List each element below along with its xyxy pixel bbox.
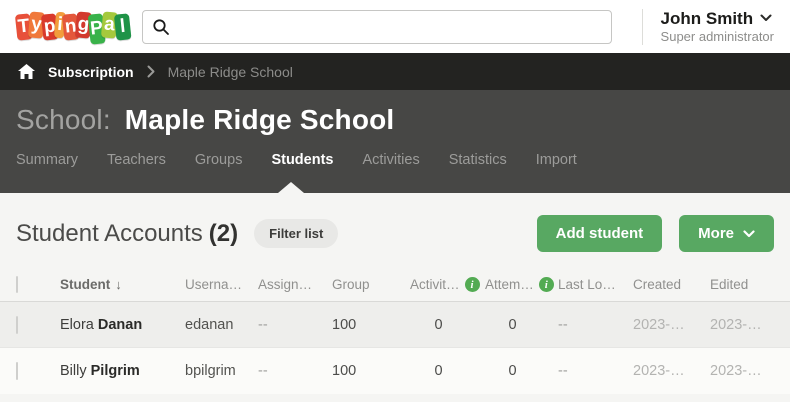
students-table: Student ↓ Userna… Assign… Group Activit…… <box>0 268 790 394</box>
tab-statistics[interactable]: Statistics <box>448 152 507 168</box>
row-checkbox[interactable] <box>16 315 18 334</box>
search-icon <box>152 18 170 36</box>
breadcrumb-subscription[interactable]: Subscription <box>48 63 134 80</box>
cell-last-login: -- <box>558 363 568 379</box>
student-last-name: Danan <box>97 316 143 333</box>
column-student[interactable]: Student ↓ <box>60 277 185 292</box>
school-label: School: <box>16 104 111 135</box>
column-assigned[interactable]: Assign… <box>258 277 313 292</box>
student-last-name: Pilgrim <box>90 363 140 379</box>
tab-summary[interactable]: Summary <box>16 152 79 168</box>
breadcrumb-current: Maple Ridge School <box>167 63 293 80</box>
tab-bar: Summary Teachers Groups Students Activit… <box>16 152 774 180</box>
user-name: John Smith <box>660 8 754 28</box>
chevron-down-icon <box>760 14 772 22</box>
column-attempts[interactable]: Attem… i <box>485 277 558 292</box>
school-name: Maple Ridge School <box>124 104 395 135</box>
add-student-button[interactable]: Add student <box>536 215 663 252</box>
table-row[interactable]: Elora Danan edanan -- 100 0 0 -- 2023-… … <box>0 302 790 348</box>
tab-students[interactable]: Students <box>271 152 334 168</box>
column-edited[interactable]: Edited <box>710 277 749 292</box>
cell-group: 100 <box>332 363 357 379</box>
tab-groups[interactable]: Groups <box>194 152 243 168</box>
more-button-label: More <box>698 225 734 242</box>
cell-edited: 2023-… <box>710 316 762 333</box>
main-content: Student Accounts (2) Filter list Add stud… <box>0 193 790 394</box>
student-first-name: Billy <box>60 363 87 379</box>
info-icon[interactable]: i <box>464 277 480 292</box>
user-role: Super administrator <box>660 29 774 44</box>
filter-list-button[interactable]: Filter list <box>254 219 339 248</box>
cell-last-login: -- <box>558 316 568 333</box>
cell-username: edanan <box>185 316 234 333</box>
student-first-name: Elora <box>60 316 94 333</box>
cell-assigned: -- <box>258 363 268 379</box>
cell-assigned: -- <box>258 316 268 333</box>
table-header-row: Student ↓ Userna… Assign… Group Activit…… <box>0 268 790 302</box>
cell-attempts: 0 <box>508 316 517 333</box>
column-attempts-label: Attem… <box>485 277 534 292</box>
toolbar-actions: Add student More <box>536 215 774 252</box>
cell-group: 100 <box>332 316 357 333</box>
logo-letter: l <box>113 12 132 41</box>
cell-attempts: 0 <box>508 363 517 379</box>
tab-activities[interactable]: Activities <box>362 152 420 168</box>
column-activities-label: Activit… <box>410 277 460 292</box>
section-title: Student Accounts (2) <box>16 220 238 248</box>
info-icon[interactable]: i <box>538 277 554 292</box>
column-last-login[interactable]: Last Lo… <box>558 277 616 292</box>
cell-created: 2023-… <box>633 316 685 333</box>
tab-teachers[interactable]: Teachers <box>107 152 166 168</box>
table-row[interactable]: Billy Pilgrim bpilgrim -- 100 0 0 -- 202… <box>0 348 790 394</box>
select-all-checkbox[interactable] <box>16 276 18 293</box>
cell-activities: 0 <box>434 363 443 379</box>
cell-activities: 0 <box>434 316 443 333</box>
school-header: School: Maple Ridge School Summary Teach… <box>0 90 790 193</box>
breadcrumb: Subscription Maple Ridge School <box>0 53 790 90</box>
sort-descending-icon: ↓ <box>115 277 122 292</box>
chevron-down-icon <box>743 229 755 238</box>
home-icon[interactable] <box>18 64 35 79</box>
cell-edited: 2023-… <box>710 363 762 379</box>
column-student-label: Student <box>60 277 111 292</box>
active-tab-notch <box>278 182 304 193</box>
column-created[interactable]: Created <box>633 277 682 292</box>
column-activities[interactable]: Activit… i <box>410 277 485 292</box>
topbar-divider <box>641 8 643 45</box>
column-group[interactable]: Group <box>332 277 370 292</box>
top-bar: T y p i n g P a l John Smith Super admin… <box>0 0 790 53</box>
search-box[interactable] <box>142 9 612 44</box>
cell-username: bpilgrim <box>185 363 236 379</box>
search-input[interactable] <box>178 18 602 35</box>
column-username[interactable]: Userna… <box>185 277 243 292</box>
page-title: School: Maple Ridge School <box>16 104 774 136</box>
user-menu[interactable]: John Smith Super administrator <box>661 8 774 46</box>
row-checkbox[interactable] <box>16 362 18 380</box>
tab-import[interactable]: Import <box>535 152 577 168</box>
section-title-text: Student Accounts <box>16 219 203 247</box>
typingpal-logo[interactable]: T y p i n g P a l <box>14 10 132 45</box>
chevron-right-icon <box>147 65 155 78</box>
toolbar: Student Accounts (2) Filter list Add stud… <box>0 207 790 268</box>
cell-created: 2023-… <box>633 363 685 379</box>
more-button[interactable]: More <box>679 215 774 252</box>
student-count: (2) <box>208 219 239 247</box>
